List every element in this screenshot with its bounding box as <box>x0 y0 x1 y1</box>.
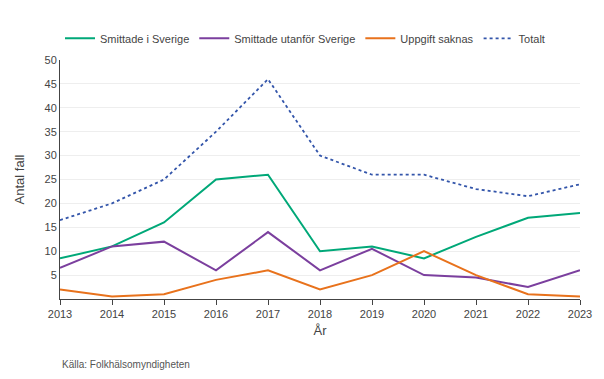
svg-text:2014: 2014 <box>100 308 124 320</box>
svg-text:Uppgift saknas: Uppgift saknas <box>400 33 473 45</box>
svg-text:2013: 2013 <box>48 308 72 320</box>
svg-text:40: 40 <box>45 102 57 114</box>
svg-text:45: 45 <box>45 78 57 90</box>
svg-text:Smittade utanför Sverige: Smittade utanför Sverige <box>234 33 355 45</box>
svg-text:Totalt: Totalt <box>519 33 545 45</box>
svg-text:10: 10 <box>45 245 57 257</box>
svg-text:35: 35 <box>45 126 57 138</box>
svg-text:5: 5 <box>51 269 57 281</box>
svg-text:2016: 2016 <box>204 308 228 320</box>
svg-text:2023: 2023 <box>568 308 592 320</box>
svg-text:2020: 2020 <box>412 308 436 320</box>
svg-text:15: 15 <box>45 221 57 233</box>
svg-text:30: 30 <box>45 149 57 161</box>
svg-text:2017: 2017 <box>256 308 280 320</box>
svg-text:År: År <box>314 323 328 338</box>
svg-text:50: 50 <box>45 54 57 66</box>
svg-text:2019: 2019 <box>360 308 384 320</box>
svg-text:20: 20 <box>45 197 57 209</box>
svg-text:2018: 2018 <box>308 308 332 320</box>
svg-text:2015: 2015 <box>152 308 176 320</box>
svg-text:Smittade i Sverige: Smittade i Sverige <box>100 33 189 45</box>
svg-text:Antal fall: Antal fall <box>12 154 27 204</box>
svg-text:25: 25 <box>45 173 57 185</box>
svg-text:2022: 2022 <box>516 308 540 320</box>
svg-text:Källa: Folkhälsomyndigheten: Källa: Folkhälsomyndigheten <box>62 359 190 370</box>
svg-text:2021: 2021 <box>464 308 488 320</box>
